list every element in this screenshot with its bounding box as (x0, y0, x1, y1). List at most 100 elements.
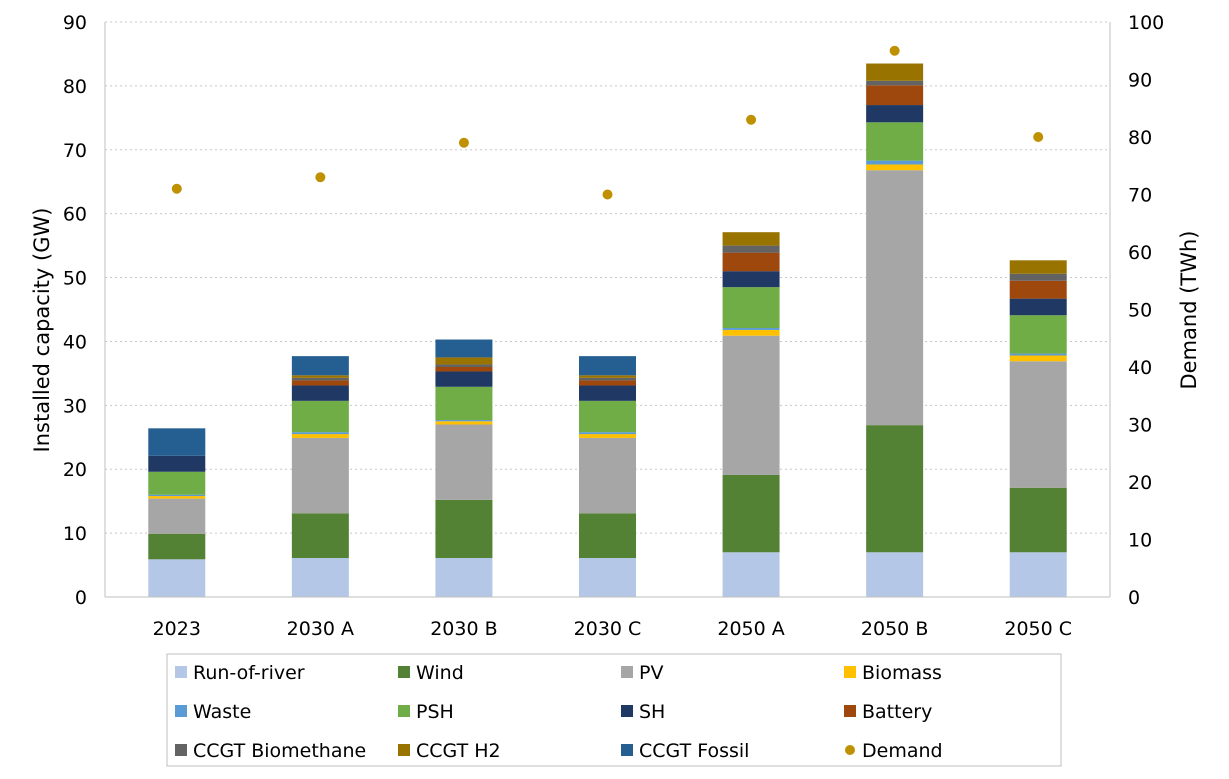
y-tick-label: 40 (63, 331, 87, 353)
legend-label-ccgt-fossil: CCGT Fossil (639, 740, 749, 762)
y2-tick-label: 90 (1128, 70, 1152, 92)
legend-swatch-wind (398, 666, 410, 678)
x-tick-label: 2050 B (861, 618, 928, 640)
bar-ccgt-fossil-2030-b (435, 339, 493, 358)
bar-waste-2030-b (435, 420, 493, 422)
demand-point-2050-c (1033, 132, 1044, 142)
bar-ccgt-h2-2050-a (722, 232, 780, 246)
legend-swatch-ccgt-h2 (398, 744, 410, 756)
bar-ccgt-fossil-2030-c (579, 356, 636, 376)
legend-swatch-waste (175, 705, 187, 717)
bar-biomass-2023 (148, 496, 206, 499)
x-tick-labels: 2023 2030 A 2030 B 2030 C 2050 A 2050 B 2050 C (153, 618, 1072, 640)
bar-wind-2030-a (291, 513, 349, 559)
y2-tick-label: 100 (1128, 12, 1164, 34)
y2-tick-label: 60 (1128, 242, 1152, 264)
bar-sh-2030-a (291, 385, 349, 401)
y2-tick-label: 20 (1128, 472, 1152, 494)
y2-tick-label: 10 (1128, 530, 1152, 552)
bar-biomass-2050-c (1009, 355, 1067, 362)
stacked-bars (148, 63, 1067, 597)
bar-biomass-2050-a (722, 329, 780, 336)
bar-psh-2030-c (579, 400, 636, 433)
bar-psh-2050-c (1009, 315, 1067, 354)
bar-ccgt-biomethane-2030-a (291, 377, 349, 381)
legend-label-battery: Battery (862, 701, 932, 723)
bar-psh-2050-a (722, 287, 780, 329)
bar-pv-2023 (148, 498, 206, 534)
bar-battery-2030-c (579, 380, 636, 386)
bar-wind-2030-c (579, 513, 636, 559)
bar-waste-2030-a (291, 432, 349, 435)
bar-wind-2023 (148, 533, 206, 560)
right-y-axis-title: Demand (TWh) (1177, 230, 1201, 389)
y2-tick-label: 70 (1128, 185, 1152, 207)
y-tick-label: 60 (63, 204, 87, 226)
axes (104, 22, 1111, 598)
bar-ccgt-biomethane-2030-c (579, 377, 636, 381)
bar-ccgt-h2-2050-b (866, 63, 924, 81)
bar-run-of-river-2023 (148, 559, 206, 597)
y2-tick-label: 30 (1128, 415, 1152, 437)
x-tick-label: 2030 C (574, 618, 642, 640)
bar-psh-2023 (148, 471, 206, 495)
demand-point-2030-c (602, 189, 613, 200)
bar-psh-2050-b (866, 122, 924, 161)
bar-waste-2030-c (579, 432, 636, 435)
bar-sh-2050-a (722, 271, 780, 288)
bar-ccgt-h2-2050-c (1009, 260, 1067, 274)
demand-point-2030-b (458, 137, 469, 148)
y-tick-label: 70 (63, 140, 87, 162)
legend-label-sh: SH (639, 701, 665, 723)
bar-ccgt-biomethane-2050-b (866, 80, 924, 86)
legend-swatch-psh (398, 705, 410, 717)
bar-run-of-river-2030-b (435, 558, 493, 597)
bar-sh-2023 (148, 455, 206, 472)
bar-wind-2050-a (722, 474, 780, 553)
left-y-tick-labels: 0 10 20 30 40 50 60 70 80 90 (63, 12, 87, 609)
legend-label-waste: Waste (193, 701, 251, 723)
legend-label-wind: Wind (416, 662, 464, 684)
bar-wind-2050-b (866, 425, 924, 553)
bar-ccgt-fossil-2030-a (291, 356, 349, 376)
legend-swatch-ccgt-biomethane (175, 744, 187, 756)
bar-sh-2050-c (1009, 298, 1067, 316)
legend-label-pv: PV (639, 662, 663, 684)
bar-run-of-river-2030-c (579, 558, 636, 597)
bar-pv-2050-c (1009, 361, 1067, 488)
bar-wind-2030-b (435, 499, 493, 559)
y-tick-label: 80 (63, 76, 87, 98)
bar-battery-2030-b (435, 367, 493, 372)
bar-run-of-river-2050-a (722, 552, 780, 597)
bar-sh-2050-b (866, 105, 924, 123)
legend-label-ccgt-h2: CCGT H2 (416, 740, 501, 762)
bar-psh-2030-a (291, 400, 349, 433)
legend-swatch-sh (621, 705, 633, 717)
legend-swatch-pv (621, 666, 633, 678)
bar-biomass-2030-c (579, 434, 636, 438)
legend-label-ccgt-biomethane: CCGT Biomethane (193, 740, 366, 762)
bar-ccgt-h2-2030-a (291, 375, 349, 378)
x-tick-label: 2030 B (430, 618, 497, 640)
bar-sh-2030-c (579, 385, 636, 401)
legend-swatch-biomass (844, 666, 856, 678)
legend-label-demand: Demand (862, 740, 943, 762)
bar-waste-2050-b (866, 160, 924, 165)
demand-point-2050-a (746, 114, 757, 125)
bar-pv-2030-b (435, 424, 493, 500)
legend-frame (166, 653, 1062, 767)
x-tick-label: 2030 A (287, 618, 354, 640)
bar-battery-2050-c (1009, 280, 1067, 299)
bar-battery-2030-a (291, 380, 349, 386)
demand-point-2050-b (889, 45, 900, 56)
bar-pv-2030-c (579, 437, 636, 514)
x-tick-label: 2023 (153, 618, 201, 640)
legend-swatch-demand (845, 745, 855, 755)
bar-ccgt-h2-2030-c (579, 375, 636, 378)
y-tick-label: 10 (63, 523, 87, 545)
bar-ccgt-fossil-2023 (148, 428, 206, 456)
right-y-tick-labels: 0 10 20 30 40 50 60 70 80 90 100 (1128, 12, 1164, 609)
y-tick-label: 50 (63, 268, 87, 290)
bar-wind-2050-c (1009, 487, 1067, 553)
